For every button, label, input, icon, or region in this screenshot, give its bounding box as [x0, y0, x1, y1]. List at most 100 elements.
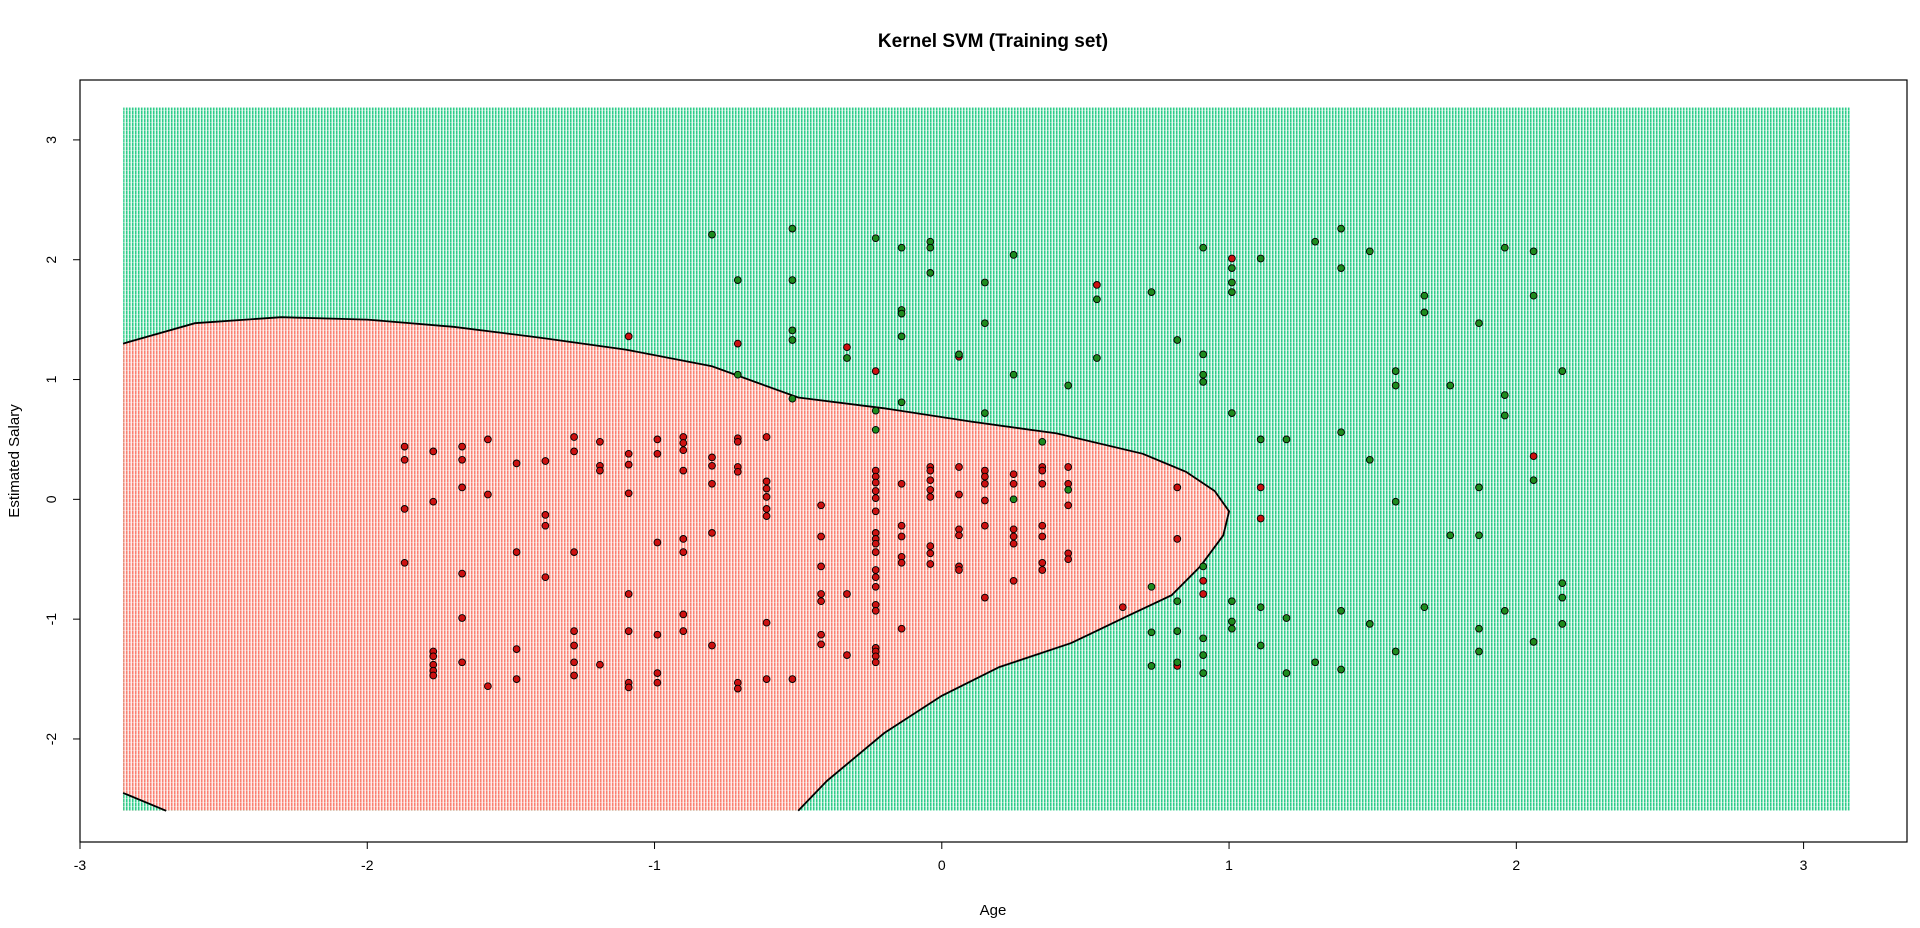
- data-point-class-1: [1391, 381, 1400, 390]
- data-point-class-1: [1199, 378, 1208, 386]
- data-point-class-0: [817, 562, 825, 571]
- data-point-class-1: [1500, 391, 1509, 399]
- data-point-class-1: [1093, 295, 1101, 304]
- data-point-class-0: [1038, 479, 1047, 488]
- data-point-class-1: [1228, 288, 1236, 296]
- data-point-class-1: [1529, 291, 1538, 300]
- data-point-class-0: [708, 529, 716, 537]
- data-point-class-0: [1009, 479, 1018, 488]
- data-point-class-0: [955, 463, 963, 471]
- data-point-class-0: [1038, 532, 1047, 541]
- data-point-class-0: [458, 455, 466, 464]
- data-point-class-0: [955, 566, 963, 574]
- data-point-class-1: [1337, 264, 1345, 272]
- data-point-class-0: [926, 476, 935, 485]
- data-point-class-0: [897, 532, 906, 541]
- data-point-class-0: [458, 614, 466, 622]
- data-point-class-0: [762, 618, 771, 627]
- data-point-class-1: [871, 425, 880, 434]
- x-tick-label: -1: [648, 857, 661, 873]
- data-point-class-0: [926, 560, 935, 568]
- data-point-class-0: [1228, 254, 1236, 263]
- data-point-class-0: [981, 472, 989, 481]
- y-tick-label: -1: [43, 613, 59, 626]
- data-point-class-0: [624, 460, 633, 469]
- data-point-class-0: [541, 457, 550, 465]
- data-point-class-0: [1009, 532, 1018, 541]
- data-point-class-0: [484, 435, 492, 444]
- data-point-class-0: [429, 447, 438, 456]
- data-point-class-1: [1558, 593, 1567, 602]
- data-point-class-1: [1475, 319, 1483, 328]
- data-point-class-0: [624, 590, 633, 598]
- data-point-class-0: [400, 455, 409, 464]
- data-point-class-0: [871, 658, 880, 667]
- data-point-class-0: [1064, 501, 1073, 510]
- data-point-class-0: [1009, 470, 1018, 479]
- data-point-class-1: [1337, 606, 1345, 615]
- data-point-class-1: [1173, 336, 1182, 344]
- data-point-class-1: [871, 406, 880, 415]
- data-point-class-0: [1529, 452, 1538, 461]
- data-point-class-1: [1009, 495, 1018, 504]
- data-point-class-0: [708, 461, 716, 470]
- data-point-class-0: [679, 439, 688, 447]
- data-point-class-0: [981, 479, 989, 488]
- data-point-class-0: [817, 630, 825, 639]
- data-point-class-0: [871, 539, 880, 548]
- data-point-class-1: [1446, 531, 1455, 540]
- data-point-class-0: [981, 521, 989, 530]
- data-point-class-0: [871, 582, 880, 591]
- data-point-class-1: [981, 409, 989, 417]
- data-point-class-1: [1228, 278, 1236, 287]
- data-point-class-1: [926, 269, 935, 277]
- data-point-class-0: [817, 597, 825, 606]
- data-point-class-1: [1199, 243, 1208, 252]
- data-point-class-1: [1500, 411, 1509, 420]
- data-point-class-1: [1282, 435, 1291, 444]
- data-point-class-1: [1173, 627, 1182, 635]
- data-point-class-0: [624, 489, 633, 498]
- data-point-class-0: [570, 671, 578, 680]
- data-point-class-0: [843, 343, 851, 352]
- data-point-class-1: [1199, 350, 1208, 359]
- data-point-class-1: [1558, 367, 1567, 375]
- data-point-class-1: [1311, 237, 1320, 246]
- x-axis: -3 -2 -1 0 1 2 3: [74, 841, 1808, 873]
- data-point-class-1: [1475, 647, 1483, 656]
- data-point-class-0: [570, 548, 578, 556]
- data-point-class-0: [653, 630, 662, 639]
- data-point-class-1: [1337, 665, 1345, 674]
- data-point-class-0: [512, 675, 521, 683]
- decision-regions: [123, 107, 1850, 811]
- data-point-class-1: [1391, 497, 1400, 506]
- y-tick-label: 3: [43, 136, 59, 144]
- data-point-class-0: [1256, 514, 1265, 523]
- data-point-class-0: [708, 641, 716, 650]
- data-point-class-0: [1038, 521, 1047, 530]
- data-point-class-0: [653, 435, 662, 444]
- data-point-class-0: [1009, 576, 1018, 585]
- data-point-class-1: [1147, 288, 1156, 296]
- data-point-class-0: [733, 684, 742, 693]
- data-point-class-1: [1337, 224, 1345, 233]
- data-point-class-0: [871, 507, 880, 516]
- data-point-class-1: [897, 332, 906, 341]
- data-point-class-0: [596, 466, 604, 475]
- data-point-class-1: [1420, 308, 1429, 317]
- data-point-class-0: [955, 531, 963, 540]
- data-point-class-1: [1391, 647, 1400, 656]
- data-point-class-0: [429, 652, 438, 661]
- data-point-class-0: [1173, 535, 1182, 543]
- data-point-class-0: [458, 483, 466, 492]
- data-point-class-0: [817, 590, 825, 598]
- data-point-class-0: [653, 538, 662, 547]
- boundary-corner: [122, 792, 167, 812]
- data-point-class-0: [679, 548, 688, 556]
- data-point-class-0: [733, 437, 742, 446]
- data-point-class-1: [1064, 485, 1073, 494]
- data-point-class-0: [817, 532, 825, 541]
- data-point-class-0: [458, 442, 466, 451]
- data-point-class-0: [843, 651, 851, 659]
- data-point-class-0: [1256, 483, 1265, 492]
